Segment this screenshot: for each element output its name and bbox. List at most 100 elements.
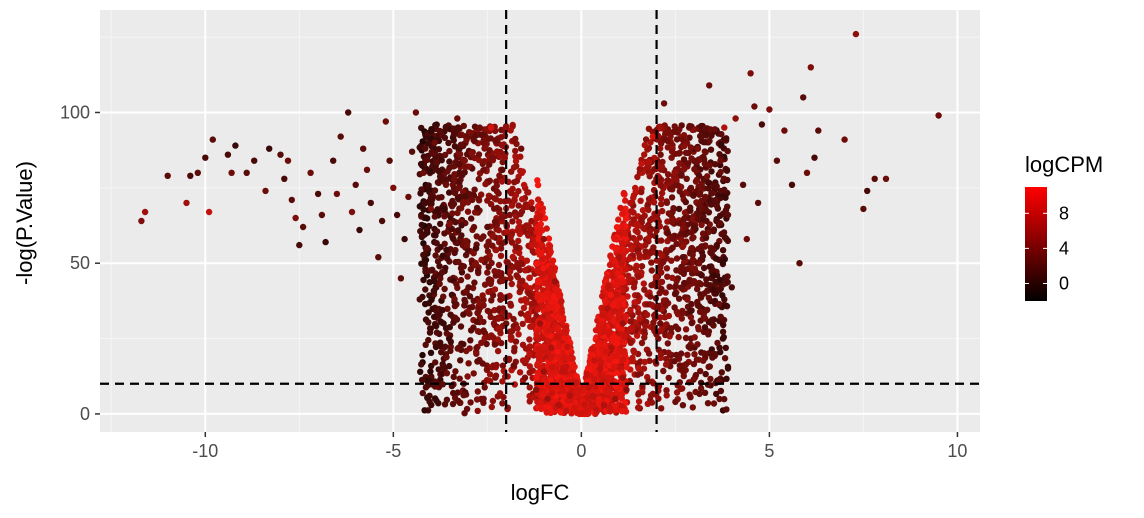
data-point: [465, 284, 472, 291]
data-point: [251, 157, 258, 164]
data-point: [467, 266, 474, 273]
data-point: [467, 399, 474, 406]
data-point: [451, 171, 458, 178]
data-point: [663, 392, 670, 399]
data-point: [486, 147, 493, 154]
data-point: [716, 300, 723, 308]
data-point: [684, 296, 691, 303]
data-point: [724, 147, 731, 155]
data-point: [561, 327, 569, 334]
data-point: [704, 400, 712, 407]
data-point: [288, 196, 295, 204]
data-point: [688, 319, 695, 327]
data-point: [882, 175, 890, 182]
data-point: [474, 407, 481, 415]
data-point: [475, 175, 482, 183]
data-point: [704, 306, 711, 313]
data-point: [609, 243, 616, 250]
data-point: [487, 280, 494, 287]
data-point: [468, 215, 475, 222]
data-point: [721, 124, 728, 131]
data-point: [479, 360, 486, 367]
data-point: [570, 404, 577, 412]
data-point: [205, 208, 213, 216]
data-point: [495, 269, 502, 276]
data-point: [672, 282, 679, 290]
data-point: [418, 232, 426, 239]
data-point: [473, 204, 481, 212]
data-point: [559, 368, 566, 375]
data-point: [471, 138, 478, 145]
data-point: [680, 136, 687, 143]
data-point: [502, 124, 510, 131]
data-point: [773, 157, 781, 164]
data-point: [427, 349, 435, 356]
data-point: [522, 267, 529, 274]
data-point: [445, 139, 452, 147]
data-point: [420, 206, 427, 213]
data-point: [517, 310, 525, 317]
data-point: [525, 312, 532, 320]
data-point: [641, 141, 648, 149]
data-point: [682, 361, 690, 368]
x-tick-label: -5: [385, 441, 401, 461]
data-point: [262, 187, 269, 195]
data-point: [330, 157, 337, 164]
data-point: [696, 390, 703, 398]
data-point: [436, 173, 444, 180]
data-point: [442, 343, 449, 350]
data-point: [533, 374, 540, 382]
data-point: [482, 180, 489, 188]
data-point: [512, 153, 519, 160]
data-point: [673, 255, 681, 262]
data-point: [507, 127, 514, 134]
data-point: [709, 189, 716, 197]
data-point: [506, 211, 514, 219]
data-point: [660, 100, 668, 107]
data-point: [625, 272, 632, 279]
data-point: [657, 314, 664, 321]
data-point: [650, 244, 657, 251]
data-point: [484, 223, 491, 231]
data-point: [427, 128, 435, 135]
data-point: [695, 210, 702, 218]
data-point: [688, 229, 695, 236]
data-point: [337, 133, 344, 140]
data-point: [495, 227, 502, 234]
data-point: [483, 366, 491, 373]
data-point: [615, 254, 623, 261]
data-point: [456, 131, 464, 139]
data-point: [432, 322, 439, 329]
data-point: [607, 291, 614, 299]
data-point: [710, 226, 718, 233]
data-point: [442, 123, 450, 130]
data-point: [534, 369, 541, 377]
data-point: [296, 241, 303, 249]
data-point: [622, 266, 629, 273]
data-point: [446, 147, 453, 155]
data-point: [489, 397, 497, 405]
data-point: [632, 237, 640, 245]
data-point: [433, 329, 441, 336]
data-point: [657, 320, 664, 327]
data-point: [641, 358, 648, 366]
data-point: [688, 300, 695, 308]
data-point: [547, 376, 554, 384]
data-point: [443, 353, 450, 361]
data-point: [431, 395, 439, 402]
data-point: [796, 260, 803, 267]
data-point: [766, 106, 773, 113]
data-point: [707, 375, 714, 383]
data-point: [520, 304, 528, 312]
data-point: [852, 30, 860, 38]
data-point: [471, 279, 478, 286]
data-point: [646, 228, 653, 235]
y-tick-label: 100: [60, 102, 90, 122]
data-point: [702, 193, 709, 201]
data-point: [619, 369, 626, 376]
data-point: [712, 290, 719, 297]
data-point: [721, 274, 729, 281]
data-point: [493, 188, 501, 195]
data-point: [657, 125, 664, 132]
